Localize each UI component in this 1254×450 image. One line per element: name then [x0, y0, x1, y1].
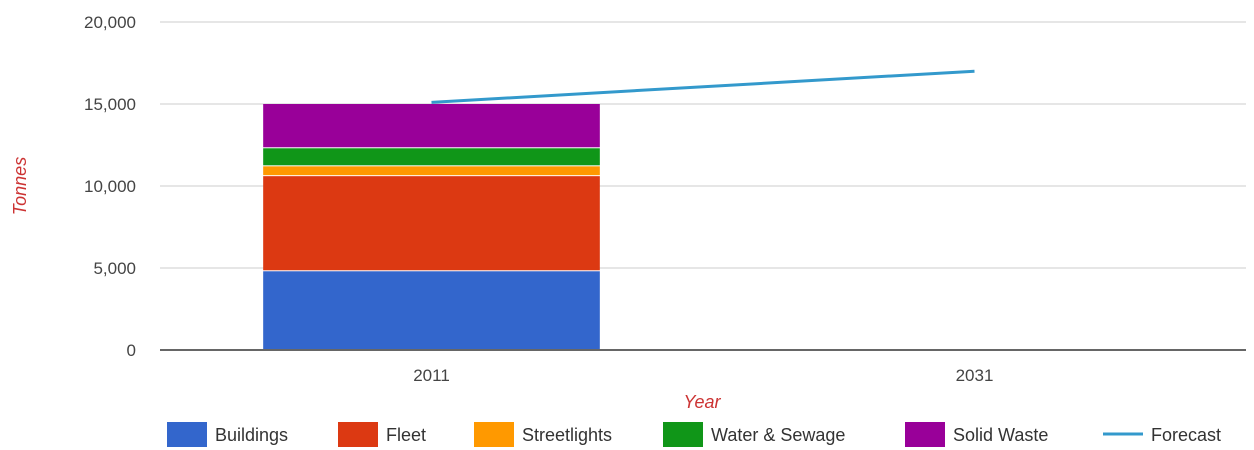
- y-tick-label-15000: 15,000: [84, 95, 136, 114]
- y-tick-label-5000: 5,000: [93, 259, 136, 278]
- legend-swatch-water-sewage: [663, 422, 703, 447]
- legend-swatch-streetlights: [474, 422, 514, 447]
- legend-label-buildings: Buildings: [215, 425, 288, 445]
- legend: Buildings Fleet Streetlights Water & Sewage…: [167, 422, 1221, 447]
- legend-swatch-buildings: [167, 422, 207, 447]
- legend-label-forecast: Forecast: [1151, 425, 1221, 445]
- line-layer: [431, 69, 975, 104]
- y-tick-label-10000: 10,000: [84, 177, 136, 196]
- legend-label-streetlights: Streetlights: [522, 425, 612, 445]
- bar-streetlights-2011[interactable]: [263, 166, 600, 176]
- bar-water-sewage-2011[interactable]: [263, 148, 600, 166]
- bar-solid-waste-2011[interactable]: [263, 104, 600, 148]
- legend-swatch-fleet: [338, 422, 378, 447]
- x-axis-title: Year: [683, 392, 721, 412]
- x-tick-label-2031: 2031: [956, 366, 994, 385]
- axis-layer: 2011 2031: [160, 349, 1246, 385]
- line-forecast[interactable]: [431, 69, 975, 104]
- bar-fleet-2011[interactable]: [263, 176, 600, 271]
- y-tick-label-20000: 20,000: [84, 13, 136, 32]
- y-axis-title: Tonnes: [10, 157, 30, 215]
- bar-buildings-2011[interactable]: [263, 271, 600, 349]
- x-tick-label-2011: 2011: [413, 366, 450, 385]
- legend-label-fleet: Fleet: [386, 425, 426, 445]
- y-tick-label-0: 0: [127, 341, 136, 360]
- legend-swatch-solid-waste: [905, 422, 945, 447]
- legend-label-water-sewage: Water & Sewage: [711, 425, 845, 445]
- legend-label-solid-waste: Solid Waste: [953, 425, 1048, 445]
- grid-layer: 0 5,000 10,000 15,000 20,000: [84, 13, 1246, 360]
- bar-layer: [263, 104, 600, 349]
